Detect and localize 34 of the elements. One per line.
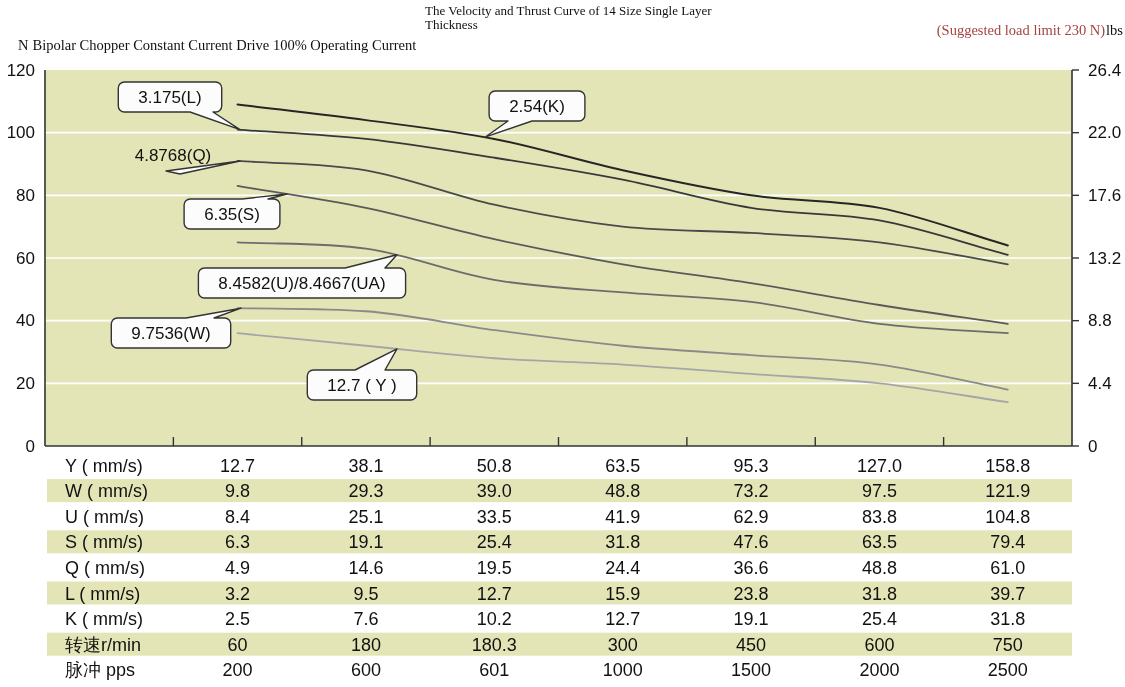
y-tick-label: 60: [16, 248, 35, 268]
x-category: Y ( mm/s) W ( mm/s) U ( mm/s) S ( mm/s) Q ( mm/s) L ( mm/s) K ( mm/s) 转速r/min 脉冲 pps: [65, 455, 148, 681]
y-tick-label: 80: [16, 185, 35, 205]
y2label: lbs: [1106, 22, 1123, 38]
y-tick-label: 20: [16, 373, 35, 393]
ylabel: N: [18, 37, 29, 53]
subtitle: Bipolar Chopper Constant Current Drive 100% Operating Current: [32, 37, 417, 53]
x-category: 158.8 121.9 104.8 79.4 61.0 39.7 31.8 750 2500: [985, 455, 1031, 681]
y-tick-label: 120: [6, 60, 35, 80]
series-name: 12.7 ( Y ): [327, 376, 397, 395]
series-name: 9.7536(W): [131, 324, 211, 343]
y2-tick-label: 17.6: [1088, 185, 1122, 205]
y2-tick-label: 22.0: [1088, 123, 1122, 143]
x-category: 63.5 48.8 41.9 31.8 24.4 15.9 12.7 300 1000: [602, 455, 643, 681]
y2-tick-label: 8.8: [1088, 311, 1112, 331]
y-tick-label: 100: [6, 123, 35, 143]
series-name: 2.54(K): [509, 97, 565, 116]
series-name: 6.35(S): [204, 205, 260, 224]
series-name: 4.8768(Q): [134, 146, 212, 165]
series-name: 3.175(L): [138, 88, 202, 107]
annotation: (Suggested load limit 230 N): [936, 22, 1106, 38]
y2-tick-label: 4.4: [1088, 373, 1112, 393]
x-category: 38.1 29.3 25.1 19.1 14.6 9.5 7.6 180 600: [348, 455, 384, 681]
x-category: 12.7 9.8 8.4 6.3 4.9 3.2 2.5 60 200: [220, 455, 256, 681]
y2-tick-label: 0: [1088, 436, 1098, 456]
series-name: 8.4582(U)/8.4667(UA): [218, 274, 386, 293]
y-tick-label: 0: [25, 436, 35, 456]
y-tick-label: 40: [16, 311, 35, 331]
x-category: 50.8 39.0 33.5 25.4 19.5 12.7 10.2 180.3 601: [471, 455, 517, 681]
x-category: 95.3 73.2 62.9 47.6 36.6 23.8 19.1 450 1500: [731, 455, 772, 681]
y2-tick-label: 13.2: [1088, 248, 1122, 268]
x-category: 127.0 97.5 83.8 63.5 48.8 31.8 25.4 600 2000: [856, 455, 902, 681]
y2-tick-label: 26.4: [1088, 60, 1122, 80]
title: The Velocity and Thrust Curve of 14 Size Single Layer Thickness: [425, 3, 712, 32]
